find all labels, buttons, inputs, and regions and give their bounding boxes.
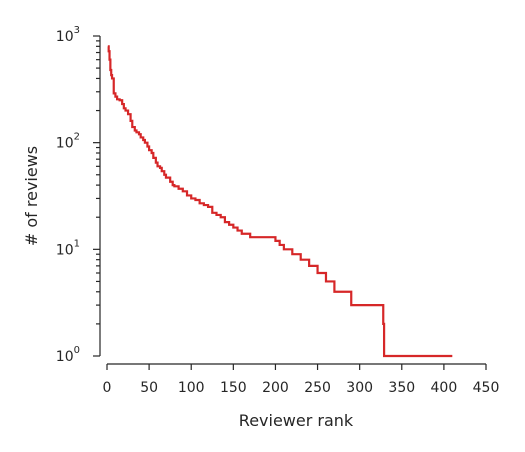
x-tick-label: 450 bbox=[473, 380, 500, 396]
x-tick-label: 350 bbox=[388, 380, 415, 396]
x-axis-label: Reviewer rank bbox=[239, 411, 354, 430]
series-line bbox=[107, 45, 453, 358]
x-tick-label: 150 bbox=[220, 380, 247, 396]
y-tick-base: 10 bbox=[56, 242, 74, 258]
x-tick-label: 250 bbox=[304, 380, 331, 396]
x-tick-label: 0 bbox=[103, 380, 112, 396]
x-tick-label: 300 bbox=[346, 380, 373, 396]
y-axis-label: # of reviews bbox=[22, 146, 41, 246]
x-tick-label: 50 bbox=[140, 380, 158, 396]
y-tick-exponent: 1 bbox=[74, 238, 80, 249]
y-tick-base: 10 bbox=[56, 349, 74, 365]
y-tick-base: 10 bbox=[56, 29, 74, 45]
y-tick-label: 103 bbox=[56, 25, 80, 45]
series-layer bbox=[107, 45, 453, 358]
x-tick-label: 100 bbox=[178, 380, 205, 396]
y-tick-label: 100 bbox=[56, 345, 80, 365]
y-tick-label: 102 bbox=[56, 132, 80, 152]
y-tick-base: 10 bbox=[56, 136, 74, 152]
y-tick-exponent: 0 bbox=[74, 345, 80, 356]
y-tick-label: 101 bbox=[56, 238, 80, 258]
x-axis: 0 50 100 150 200 250 300 350 400 450 Reviewer ran… bbox=[103, 363, 500, 430]
y-tick-exponent: 3 bbox=[74, 25, 80, 36]
y-tick-exponent: 2 bbox=[74, 132, 80, 143]
x-tick-label: 200 bbox=[262, 380, 289, 396]
x-tick-label: 400 bbox=[431, 380, 458, 396]
